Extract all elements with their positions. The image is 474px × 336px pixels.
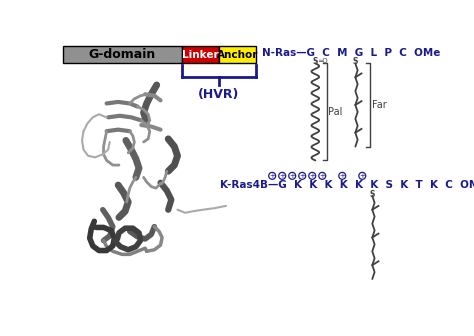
Text: ═O: ═O	[319, 58, 328, 64]
Text: Linker: Linker	[182, 50, 219, 60]
Text: +: +	[289, 173, 295, 179]
Text: Pal: Pal	[328, 107, 343, 117]
Text: (HVR): (HVR)	[198, 88, 240, 101]
Text: +: +	[299, 173, 305, 179]
Text: G-domain: G-domain	[89, 48, 156, 61]
Text: +: +	[279, 173, 285, 179]
Text: +: +	[310, 173, 315, 179]
Text: K-Ras4B—G  K  K  K  K  K  K  S  K  T  K  C  OMe: K-Ras4B—G K K K K K K S K T K C OMe	[220, 180, 474, 191]
Bar	[182, 46, 219, 64]
Text: Anchor: Anchor	[217, 50, 258, 60]
Text: N-Ras—G  C  M  G  L  P  C  OMe: N-Ras—G C M G L P C OMe	[262, 48, 440, 58]
Text: S: S	[313, 57, 318, 66]
Text: +: +	[339, 173, 345, 179]
Text: S: S	[353, 57, 358, 66]
Text: S: S	[370, 190, 375, 199]
Bar	[219, 46, 256, 64]
Text: +: +	[269, 173, 275, 179]
Bar	[63, 46, 182, 64]
Text: +: +	[359, 173, 365, 179]
Text: +: +	[319, 173, 325, 179]
Text: Far: Far	[372, 100, 386, 110]
